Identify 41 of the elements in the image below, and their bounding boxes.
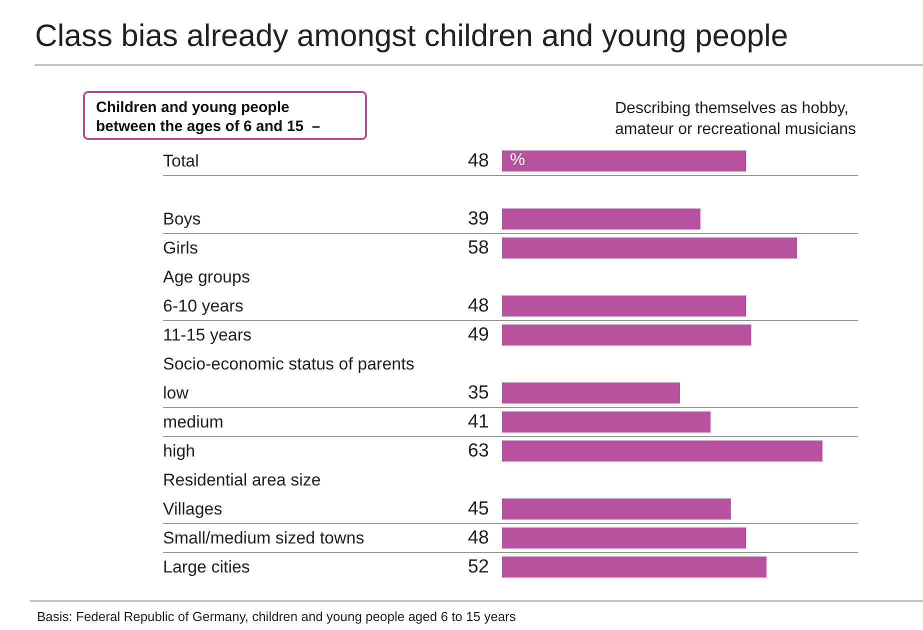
y-tick-label: 6-10 years	[163, 296, 244, 316]
data-label: 48	[468, 296, 489, 316]
bar	[502, 150, 746, 172]
text: Basis: Federal Republic of Germany, children and young people aged 6 to 15 years	[37, 609, 516, 624]
y-tick-label: Large cities	[163, 558, 250, 576]
bar	[502, 528, 746, 548]
y-tick-label: Age groups	[163, 268, 250, 286]
bar	[502, 498, 731, 520]
data-label: 48	[468, 150, 489, 172]
y-tick-label: Villages	[163, 500, 222, 518]
bar	[502, 440, 822, 462]
bar	[502, 324, 752, 346]
bar	[502, 412, 711, 432]
bar	[502, 208, 700, 230]
bar	[502, 382, 680, 404]
y-tick-label: 11-15 years	[163, 326, 252, 344]
data-label: 35	[468, 382, 489, 404]
annotation: %	[510, 150, 526, 169]
y-tick-label: Small/medium sized towns	[163, 528, 364, 548]
text: Children and young people between the ages of 6 and 15 –	[96, 99, 320, 135]
y-tick-label: medium	[163, 412, 224, 432]
data-label: 45	[468, 498, 489, 520]
data-label: 63	[468, 440, 489, 462]
y-tick-label: low	[163, 384, 190, 402]
y-tick-label: Residential area size	[163, 470, 321, 490]
bar	[502, 238, 797, 258]
y-tick-label: high	[163, 442, 196, 460]
data-label: 39	[468, 208, 489, 230]
data-label: 49	[468, 324, 489, 346]
x-axis-title: Describing themselves as hobby, amateur or recreational musicians	[615, 100, 856, 138]
y-tick-label: Socio-economic status of parents	[163, 354, 414, 374]
y-tick-label: Girls	[163, 238, 198, 258]
data-label: 41	[468, 412, 489, 432]
y-tick-label: Boys	[163, 210, 201, 228]
data-label: 52	[468, 556, 489, 578]
data-label: 58	[468, 238, 489, 258]
data-label: 48	[468, 528, 489, 548]
chart-title: Class bias already amongst children and young people	[35, 18, 788, 53]
y-tick-label: Total	[163, 152, 199, 170]
bar	[502, 556, 766, 578]
bar	[502, 296, 746, 316]
